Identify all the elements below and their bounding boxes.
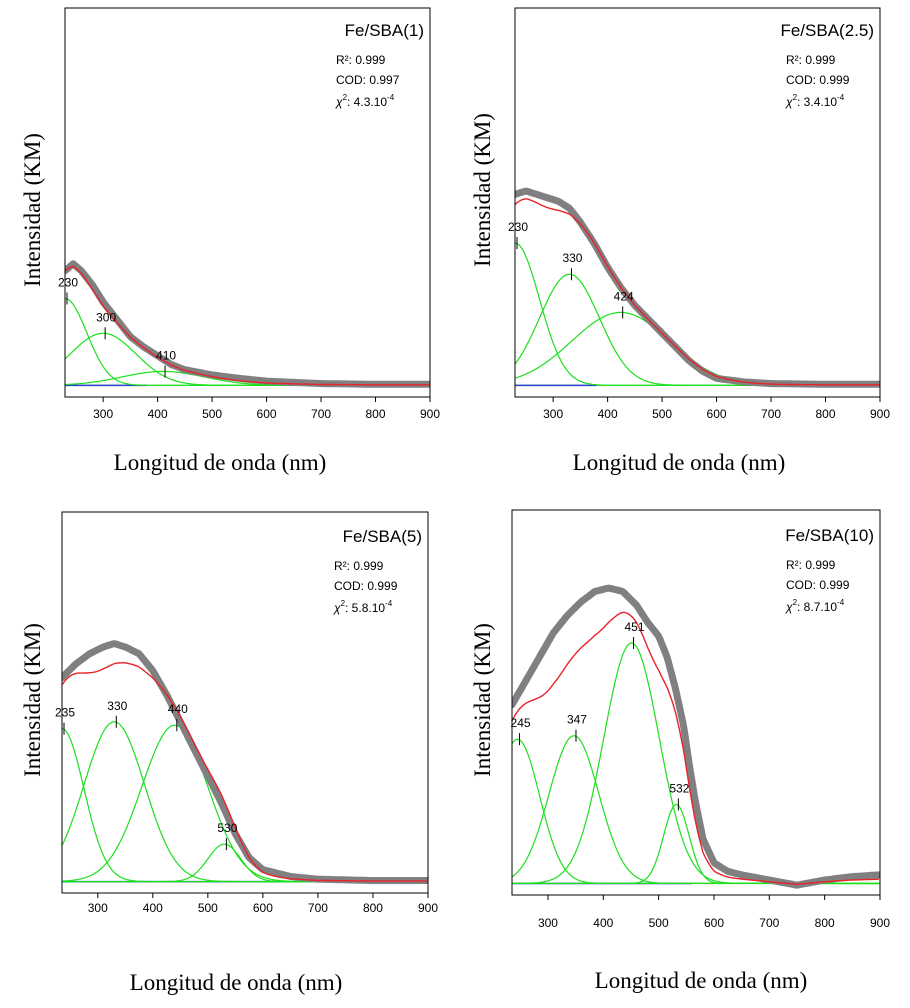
chart-title: Fe/SBA(5) [343, 527, 422, 546]
peak-label-532: 532 [669, 781, 689, 795]
x-tick-label: 800 [815, 916, 835, 930]
y-axis-label: Intensidad (KM) [470, 623, 495, 777]
peak-label-410: 410 [156, 348, 176, 362]
chart-panel-4: Intensidad (KM) Longitud de onda (nm) Fe/S… [470, 509, 890, 993]
component-peak-235 [62, 728, 427, 883]
plot-area [512, 584, 880, 889]
peak-label-530: 530 [217, 821, 237, 835]
stat-r2: R²: 0.999 [336, 53, 386, 67]
x-tick-label: 700 [761, 407, 781, 421]
component-peak-330 [62, 721, 427, 883]
x-tick-label: 700 [759, 916, 779, 930]
x-tick-label: 400 [598, 407, 618, 421]
experimental-series [515, 187, 880, 388]
chart-panel-3: Intensidad (KM) Longitud de onda (nm) Fe/S… [20, 511, 438, 995]
plot-frame [64, 7, 431, 398]
chart-panel-2: Intensidad (KM) Longitud de onda (nm) Fe/S… [470, 7, 890, 475]
y-axis-label: Intensidad (KM) [470, 113, 495, 267]
stat-chi2: χ2: 8.7.10-4 [785, 598, 845, 614]
component-peak-230 [65, 297, 430, 386]
x-axis-label: Longitud de onda (nm) [573, 450, 786, 475]
stat-cod: COD: 0.999 [786, 73, 850, 87]
peak-label-440: 440 [168, 702, 188, 716]
experimental-series [512, 584, 880, 889]
x-tick-label: 300 [93, 407, 113, 421]
peak-label-424: 424 [614, 289, 634, 303]
peak-label-330: 330 [107, 699, 127, 713]
x-tick-label: 900 [870, 916, 890, 930]
peak-label-245: 245 [511, 716, 531, 730]
x-tick-label: 900 [418, 901, 438, 915]
stat-cod: COD: 0.999 [786, 578, 850, 592]
plot-frame [61, 511, 429, 894]
stat-r2: R²: 0.999 [786, 53, 836, 67]
x-tick-label: 500 [198, 901, 218, 915]
peak-label-451: 451 [625, 620, 645, 634]
fit-series [515, 198, 880, 386]
stat-chi2: χ2: 3.4.10-4 [785, 93, 845, 109]
plot-area [62, 640, 428, 884]
component-peak-440 [62, 724, 427, 883]
peak-label-230: 230 [58, 276, 78, 290]
x-tick-label: 300 [538, 916, 558, 930]
x-tick-label: 600 [704, 916, 724, 930]
x-tick-label: 500 [649, 916, 669, 930]
x-tick-label: 600 [257, 407, 277, 421]
fit-series [512, 611, 879, 886]
peak-label-330: 330 [562, 251, 582, 265]
x-tick-label: 400 [593, 916, 613, 930]
experimental-series [65, 260, 430, 388]
x-tick-label: 800 [816, 407, 836, 421]
y-axis-label: Intensidad (KM) [20, 623, 45, 777]
x-axis-label: Longitud de onda (nm) [114, 450, 327, 475]
x-tick-label: 500 [202, 407, 222, 421]
x-tick-label: 800 [363, 901, 383, 915]
x-axis-label: Longitud de onda (nm) [595, 968, 808, 993]
component-peak-424 [515, 311, 880, 386]
x-tick-label: 900 [420, 407, 440, 421]
stat-cod: COD: 0.997 [336, 73, 400, 87]
plot-frame [514, 7, 881, 398]
x-tick-label: 800 [366, 407, 386, 421]
x-tick-label: 400 [148, 407, 168, 421]
experimental-series [62, 640, 428, 884]
peak-label-230: 230 [508, 220, 528, 234]
chart-title: Fe/SBA(1) [345, 21, 424, 40]
fit-series [65, 265, 430, 386]
x-tick-label: 300 [543, 407, 563, 421]
peak-label-347: 347 [567, 713, 587, 727]
x-tick-label: 700 [311, 407, 331, 421]
y-axis-label: Intensidad (KM) [20, 133, 45, 287]
stat-chi2: χ2: 4.3.10-4 [335, 93, 395, 109]
plot-frame [511, 509, 881, 896]
x-tick-label: 900 [870, 407, 890, 421]
component-peak-451 [512, 642, 879, 885]
x-axis-label: Longitud de onda (nm) [130, 970, 343, 995]
stat-r2: R²: 0.999 [334, 559, 384, 573]
x-tick-label: 700 [308, 901, 328, 915]
chart-title: Fe/SBA(10) [785, 526, 874, 545]
peak-label-300: 300 [96, 310, 116, 324]
x-tick-label: 500 [652, 407, 672, 421]
fit-series [62, 662, 427, 882]
chart-panel-1: Intensidad (KM) Longitud de onda (nm) Fe/S… [20, 7, 440, 475]
chart-title: Fe/SBA(2.5) [780, 21, 874, 40]
stat-cod: COD: 0.999 [334, 579, 398, 593]
stat-r2: R²: 0.999 [786, 558, 836, 572]
plot-area [515, 187, 880, 388]
stat-chi2: χ2: 5.8.10-4 [333, 599, 393, 615]
plot-area [65, 260, 430, 388]
peak-label-235: 235 [55, 706, 75, 720]
x-tick-label: 300 [88, 901, 108, 915]
x-tick-label: 400 [143, 901, 163, 915]
x-tick-label: 600 [253, 901, 273, 915]
x-tick-label: 600 [707, 407, 727, 421]
